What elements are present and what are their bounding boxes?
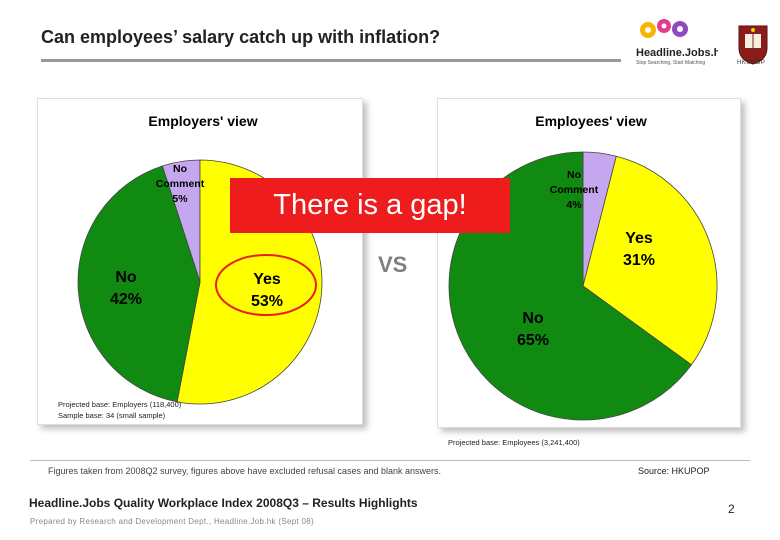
hku-crest-logo [738,25,768,65]
chart-title: Employers' view [148,113,257,129]
pie-slice-2 [77,165,201,403]
footnote: Figures taken from 2008Q2 survey, figure… [48,466,442,476]
projected-base-note: Projected base: Employers (118,400) Samp… [58,399,181,421]
page-number: 2 [728,502,735,516]
employees-chart-panel: Employees' view No Comment 4% Yes 31% No… [437,98,741,447]
projected-base-note: Projected base: Employees (3,241,400) [448,438,580,447]
title-suffix: ? [429,27,441,47]
yes-highlight-ring [215,254,317,316]
hku-label: HKUPOP [737,60,766,66]
prepared-by-note: Prepared by Research and Development Dep… [30,517,314,526]
logo-tagline: Stop Searching, Start Matching [636,60,706,66]
slice-label: 4% [566,199,582,211]
projected-base: Projected base: Employers (118,400) [58,400,182,409]
employees-pie-chart: Employees' view No Comment 4% Yes 31% No… [448,113,718,421]
sample-base: Sample base: 34 (small sample) [58,411,166,420]
slice-label: 5% [172,193,188,205]
title-text: Can employees’ salary catch up with infl… [41,27,430,47]
gap-callout: There is a gap! [230,178,510,233]
slice-label: No [173,163,187,175]
headline-jobs-logo: Headline.Jobs.hk [636,19,718,59]
slice-label: 53% [251,293,283,310]
slice-label: No [115,269,137,286]
title-divider [41,59,621,62]
slice-label: Comment [156,178,205,190]
slice-label: No [567,169,581,181]
pie-slice-1 [582,155,718,366]
slice-label: No [522,310,544,327]
source-note: Source: HKUPOP [638,466,710,476]
slice-label: 65% [517,332,549,349]
slice-label: Yes [253,271,281,288]
slice-label: 42% [110,291,142,308]
slide-title: Can employees’ salary catch up with infl… [41,27,440,48]
footer-divider [30,460,750,461]
footer-title: Headline.Jobs Quality Workplace Index 20… [29,496,418,510]
employers-chart-panel: Employers' view No Comment 5% Yes 53% No… [37,98,363,425]
slice-label: Yes [625,230,653,247]
logo-text: Headline.Jobs.hk [636,47,718,59]
employers-pie-chart: Employers' view No Comment 5% Yes 53% No… [77,113,323,405]
chart-title: Employees' view [535,113,647,129]
versus-label: VS [378,252,408,277]
slice-label: 31% [623,252,655,269]
slice-label: Comment [550,184,599,196]
